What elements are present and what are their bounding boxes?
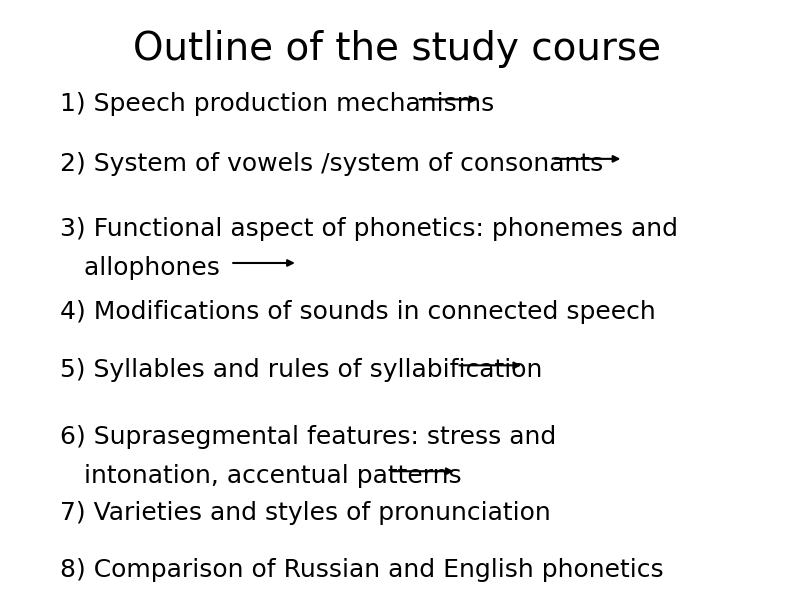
Text: 3) Functional aspect of phonetics: phonemes and: 3) Functional aspect of phonetics: phone… — [60, 217, 677, 241]
Text: 1) Speech production mechanisms: 1) Speech production mechanisms — [60, 92, 494, 116]
Text: 2) System of vowels /system of consonants: 2) System of vowels /system of consonant… — [60, 152, 603, 176]
Text: 5) Syllables and rules of syllabification: 5) Syllables and rules of syllabificatio… — [60, 358, 542, 382]
Text: allophones: allophones — [60, 256, 219, 280]
Text: 4) Modifications of sounds in connected speech: 4) Modifications of sounds in connected … — [60, 300, 655, 324]
Text: 6) Suprasegmental features: stress and: 6) Suprasegmental features: stress and — [60, 425, 556, 449]
Text: Outline of the study course: Outline of the study course — [133, 30, 661, 68]
Text: intonation, accentual patterns: intonation, accentual patterns — [60, 464, 461, 488]
Text: 7) Varieties and styles of pronunciation: 7) Varieties and styles of pronunciation — [60, 501, 550, 525]
Text: 8) Comparison of Russian and English phonetics: 8) Comparison of Russian and English pho… — [60, 558, 663, 581]
